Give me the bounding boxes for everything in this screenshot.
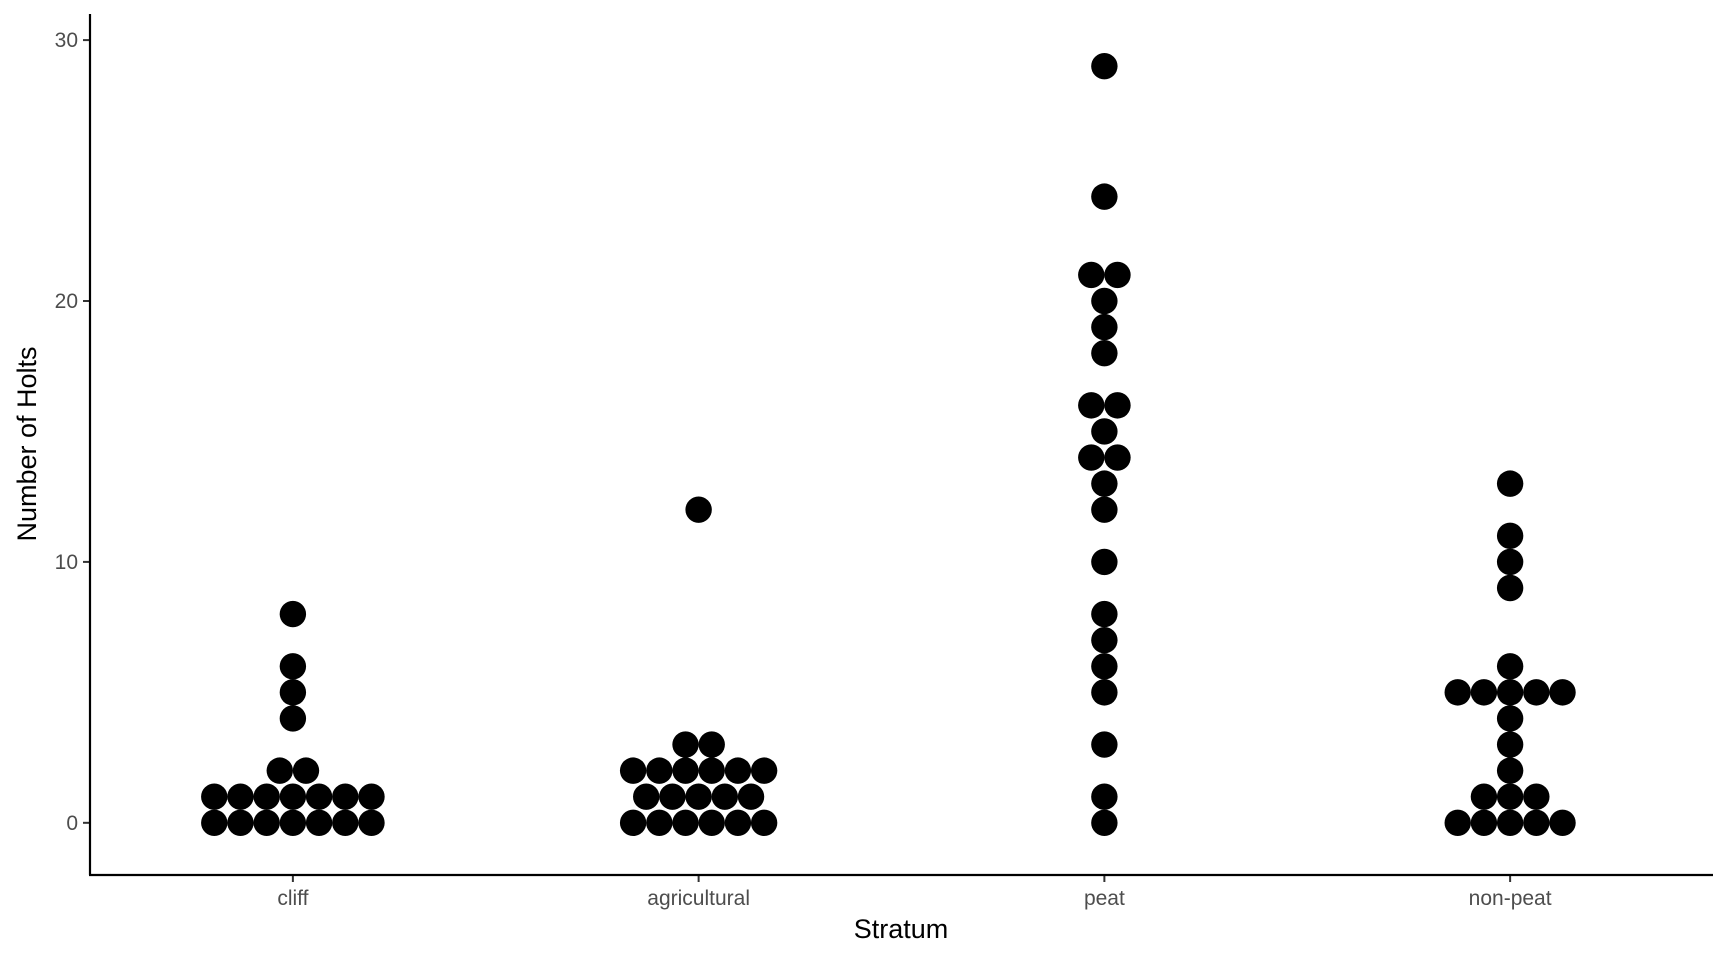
data-point-peat <box>1091 470 1118 497</box>
data-point-non-peat <box>1523 783 1550 810</box>
x-tick-label: non-peat <box>1469 887 1552 910</box>
y-tick-label: 0 <box>66 812 78 835</box>
data-point-agricultural <box>646 809 673 837</box>
data-point-agricultural <box>659 783 686 810</box>
data-point-non-peat <box>1444 679 1471 706</box>
data-point-agricultural <box>698 757 725 784</box>
data-point-agricultural <box>672 809 699 837</box>
data-point-peat <box>1091 496 1118 523</box>
y-tick-label: 30 <box>55 29 78 52</box>
data-point-non-peat <box>1496 705 1524 732</box>
data-point-non-peat <box>1496 522 1524 550</box>
data-point-non-peat <box>1470 809 1498 837</box>
y-axis-title: Number of Holts <box>12 346 42 541</box>
x-axis-ticks: cliff agricultural peat non-peat <box>277 875 1552 910</box>
data-point-non-peat <box>1496 470 1524 497</box>
data-point-non-peat <box>1496 809 1524 837</box>
data-point-cliff <box>227 783 254 810</box>
y-tick-label: 20 <box>55 290 78 313</box>
data-point-non-peat <box>1523 809 1550 837</box>
data-point-agricultural <box>633 783 660 810</box>
y-tick-label: 10 <box>55 551 78 574</box>
data-point-non-peat <box>1470 783 1498 810</box>
data-point-agricultural <box>698 809 725 837</box>
y-axis-ticks: 0 10 20 30 <box>55 29 90 835</box>
data-point-cliff <box>201 809 228 837</box>
data-point-non-peat <box>1496 783 1524 810</box>
data-point-cliff <box>279 679 307 706</box>
data-point-non-peat <box>1549 809 1576 837</box>
data-point-cliff <box>305 809 333 837</box>
data-point-peat <box>1091 600 1118 628</box>
data-points <box>201 52 1576 837</box>
data-point-agricultural <box>646 757 673 784</box>
data-point-non-peat <box>1523 679 1550 706</box>
data-point-cliff <box>253 809 280 837</box>
data-point-peat <box>1091 783 1118 810</box>
data-point-peat <box>1091 653 1118 680</box>
data-point-peat <box>1078 392 1105 419</box>
data-point-peat <box>1091 731 1118 758</box>
data-point-agricultural <box>698 731 725 758</box>
x-tick-label: cliff <box>277 887 308 910</box>
data-point-peat <box>1104 261 1131 289</box>
data-point-agricultural <box>750 809 778 837</box>
data-point-cliff <box>279 705 307 732</box>
data-point-non-peat <box>1496 679 1524 706</box>
data-point-agricultural <box>672 757 699 784</box>
data-point-peat <box>1091 339 1118 367</box>
data-point-non-peat <box>1496 653 1524 680</box>
data-point-agricultural <box>724 757 752 784</box>
data-point-peat <box>1078 261 1105 289</box>
data-point-cliff <box>332 783 359 810</box>
data-point-peat <box>1091 313 1118 341</box>
data-point-cliff <box>253 783 280 810</box>
data-point-agricultural <box>750 757 778 784</box>
data-point-agricultural <box>619 757 647 784</box>
data-point-agricultural <box>672 731 699 758</box>
data-point-cliff <box>279 783 307 810</box>
x-tick-label: peat <box>1084 887 1125 910</box>
data-point-agricultural <box>685 496 712 523</box>
data-point-non-peat <box>1549 679 1576 706</box>
data-point-agricultural <box>724 809 752 837</box>
data-point-peat <box>1091 287 1118 315</box>
data-point-cliff <box>227 809 254 837</box>
x-tick-label: agricultural <box>647 887 750 910</box>
data-point-non-peat <box>1496 574 1524 602</box>
data-point-cliff <box>201 783 228 810</box>
data-point-non-peat <box>1496 757 1524 784</box>
data-point-peat <box>1091 679 1118 706</box>
data-point-agricultural <box>619 809 647 837</box>
data-point-peat <box>1091 418 1118 445</box>
data-point-non-peat <box>1470 679 1498 706</box>
data-point-cliff <box>279 653 307 680</box>
data-point-cliff <box>332 809 359 837</box>
data-point-peat <box>1091 183 1118 210</box>
data-point-cliff <box>266 757 293 784</box>
x-axis-title: Stratum <box>854 914 949 944</box>
data-point-peat <box>1091 626 1118 654</box>
data-point-agricultural <box>685 783 712 810</box>
data-point-non-peat <box>1496 548 1524 576</box>
data-point-agricultural <box>737 783 765 810</box>
data-point-cliff <box>358 783 385 810</box>
data-point-peat <box>1104 444 1131 471</box>
data-point-peat <box>1091 548 1118 576</box>
data-point-cliff <box>279 600 307 628</box>
data-point-cliff <box>279 809 307 837</box>
data-point-cliff <box>305 783 333 810</box>
data-point-peat <box>1091 52 1118 80</box>
data-point-peat <box>1104 392 1131 419</box>
data-point-non-peat <box>1444 809 1471 837</box>
data-point-non-peat <box>1496 731 1524 758</box>
data-point-agricultural <box>711 783 739 810</box>
data-point-cliff <box>358 809 385 837</box>
data-point-cliff <box>292 757 320 784</box>
data-point-peat <box>1091 809 1118 837</box>
data-point-peat <box>1078 444 1105 471</box>
